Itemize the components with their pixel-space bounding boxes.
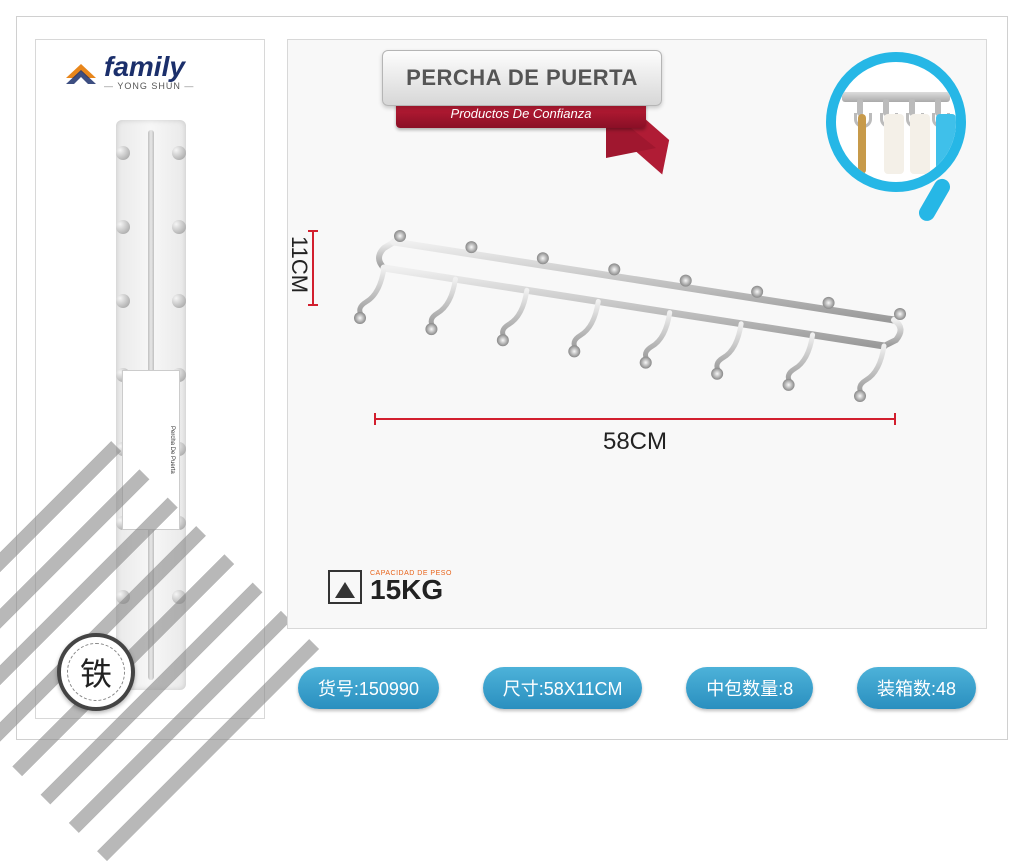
spec-pill-0: 货号:150990 — [298, 667, 439, 709]
magnifier-lens-icon — [826, 52, 966, 192]
height-dimension-label: 11CM — [286, 236, 312, 293]
product-diagram — [344, 218, 924, 418]
spec-pill-2: 中包数量:8 — [686, 667, 813, 709]
width-dimension: 58CM — [374, 418, 896, 456]
product-title-tab: PERCHA DE PUERTA — [382, 50, 662, 106]
spec-row: 货号:150990 尺寸:58X11CM 中包数量:8 装箱数:48 — [287, 667, 987, 709]
spec-pill-1: 尺寸:58X11CM — [483, 667, 643, 709]
weight-capacity-badge: CAPACIDAD DE PESO 15KG — [328, 570, 452, 604]
magnifier-item-3 — [936, 114, 956, 174]
decorative-stripes — [0, 437, 319, 861]
brand-logo: family YONG SHUN — [64, 54, 194, 91]
brand-subtitle: YONG SHUN — [104, 81, 194, 91]
weight-icon — [328, 570, 362, 604]
outer-frame: family YONG SHUN Percha De Puerta 铁 PERC… — [16, 16, 1008, 740]
weight-value: 15KG — [370, 577, 452, 604]
product-title: PERCHA DE PUERTA — [406, 65, 638, 91]
width-dimension-label: 58CM — [603, 428, 667, 456]
magnifier-item-1 — [884, 114, 904, 174]
height-dimension-line — [312, 230, 314, 306]
magnifier-item-2 — [910, 114, 930, 174]
brand-name: family — [104, 54, 194, 79]
material-text: 铁 — [80, 649, 112, 695]
right-panel: PERCHA DE PUERTA Productos De Confianza — [287, 39, 987, 629]
ribbon: Productos De Confianza — [396, 98, 676, 168]
logo-mark-icon — [64, 58, 98, 88]
material-badge: 铁 — [57, 633, 135, 711]
magnifier-item-0 — [858, 114, 866, 174]
magnifier-callout — [812, 52, 972, 222]
ribbon-text: Productos De Confianza — [451, 106, 592, 121]
spec-pill-3: 装箱数:48 — [857, 667, 976, 709]
